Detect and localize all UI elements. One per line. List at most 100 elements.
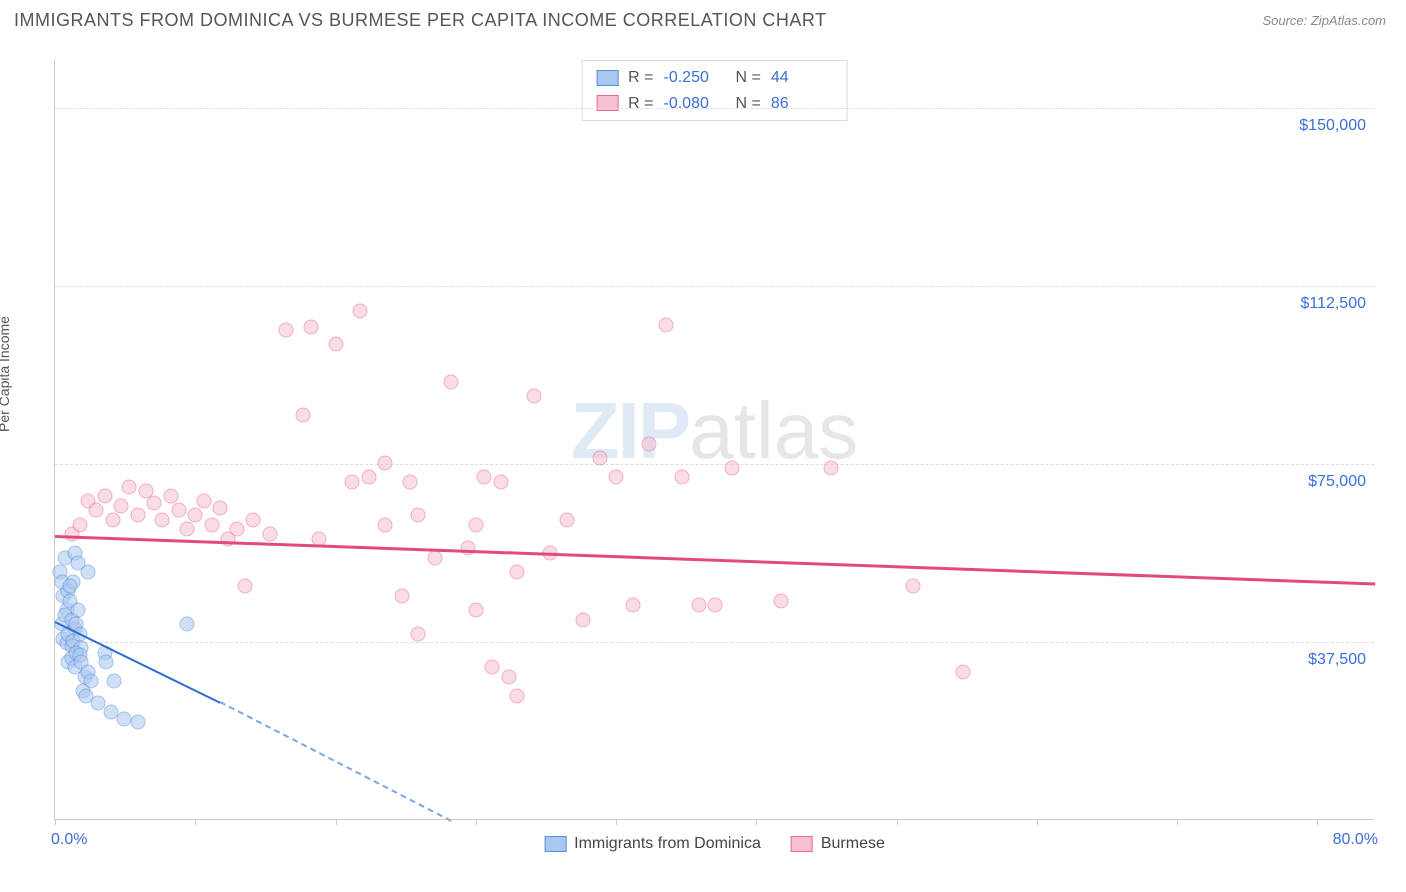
n-value-0: 44 <box>771 65 833 91</box>
x-tick <box>756 819 757 825</box>
gridline <box>55 286 1374 287</box>
data-point <box>402 474 417 489</box>
data-point <box>460 541 475 556</box>
x-tick <box>195 819 196 825</box>
data-point <box>180 522 195 537</box>
data-point <box>592 451 607 466</box>
y-tick-label: $75,000 <box>1308 473 1366 491</box>
data-point <box>501 669 516 684</box>
data-point <box>477 470 492 485</box>
y-tick-label: $112,500 <box>1300 295 1366 313</box>
data-point <box>609 470 624 485</box>
data-point <box>378 455 393 470</box>
data-point <box>130 508 145 523</box>
data-point <box>468 603 483 618</box>
data-point <box>468 517 483 532</box>
data-point <box>107 674 122 689</box>
data-point <box>188 508 203 523</box>
data-point <box>411 626 426 641</box>
data-point <box>171 503 186 518</box>
legend-label-1: Burmese <box>821 835 885 853</box>
data-point <box>642 436 657 451</box>
data-point <box>237 579 252 594</box>
data-point <box>89 503 104 518</box>
chart-source: Source: ZipAtlas.com <box>1262 13 1386 28</box>
legend-swatch-0 <box>544 836 566 852</box>
data-point <box>229 522 244 537</box>
x-tick <box>1037 819 1038 825</box>
data-point <box>493 474 508 489</box>
watermark-zip: ZIP <box>571 385 689 474</box>
data-point <box>104 705 119 720</box>
x-tick <box>897 819 898 825</box>
data-point <box>122 479 137 494</box>
data-point <box>262 527 277 542</box>
data-point <box>724 460 739 475</box>
data-point <box>90 695 105 710</box>
x-tick <box>1317 819 1318 825</box>
data-point <box>71 555 86 570</box>
data-point <box>72 517 87 532</box>
data-point <box>295 408 310 423</box>
data-point <box>394 588 409 603</box>
chart-area: Per Capita Income ZIPatlas R = -0.250 N … <box>14 44 1392 884</box>
swatch-series-1 <box>596 95 618 111</box>
y-axis-label: Per Capita Income <box>0 316 12 432</box>
data-point <box>246 512 261 527</box>
scatter-plot: ZIPatlas R = -0.250 N = 44 R = -0.080 N … <box>54 60 1374 820</box>
y-tick-label: $150,000 <box>1299 117 1366 135</box>
swatch-series-0 <box>596 70 618 86</box>
legend-swatch-1 <box>791 836 813 852</box>
data-point <box>378 517 393 532</box>
chart-header: IMMIGRANTS FROM DOMINICA VS BURMESE PER … <box>0 0 1406 37</box>
data-point <box>361 470 376 485</box>
data-point <box>328 337 343 352</box>
x-tick <box>336 819 337 825</box>
data-point <box>130 714 145 729</box>
data-point <box>204 517 219 532</box>
data-point <box>485 660 500 675</box>
data-point <box>906 579 921 594</box>
x-tick-label-right: 80.0% <box>1333 831 1378 849</box>
n-label: N = <box>736 65 761 91</box>
data-point <box>345 474 360 489</box>
x-tick <box>55 819 56 825</box>
r-value-0: -0.250 <box>664 65 726 91</box>
data-point <box>708 598 723 613</box>
trend-line-dashed-0 <box>220 701 452 822</box>
data-point <box>114 498 129 513</box>
data-point <box>427 550 442 565</box>
n-value-1: 86 <box>771 91 833 117</box>
legend-item-0: Immigrants from Dominica <box>544 835 761 853</box>
data-point <box>675 470 690 485</box>
data-point <box>658 318 673 333</box>
data-point <box>444 375 459 390</box>
data-point <box>625 598 640 613</box>
data-point <box>691 598 706 613</box>
correlation-legend: R = -0.250 N = 44 R = -0.080 N = 86 <box>581 60 848 121</box>
x-tick <box>476 819 477 825</box>
data-point <box>576 612 591 627</box>
r-label: R = <box>628 65 653 91</box>
data-point <box>71 603 86 618</box>
data-point <box>105 512 120 527</box>
gridline <box>55 108 1374 109</box>
data-point <box>279 322 294 337</box>
legend-item-1: Burmese <box>791 835 885 853</box>
watermark: ZIPatlas <box>571 384 858 476</box>
data-point <box>559 512 574 527</box>
data-point <box>196 493 211 508</box>
corr-row-1: R = -0.080 N = 86 <box>596 91 833 117</box>
r-value-1: -0.080 <box>664 91 726 117</box>
series-legend: Immigrants from Dominica Burmese <box>544 835 885 853</box>
x-tick <box>1177 819 1178 825</box>
gridline <box>55 642 1374 643</box>
data-point <box>180 617 195 632</box>
r-label: R = <box>628 91 653 117</box>
gridline <box>55 464 1374 465</box>
data-point <box>97 489 112 504</box>
data-point <box>99 655 114 670</box>
data-point <box>147 496 162 511</box>
trend-line-1 <box>55 535 1375 585</box>
data-point <box>510 688 525 703</box>
